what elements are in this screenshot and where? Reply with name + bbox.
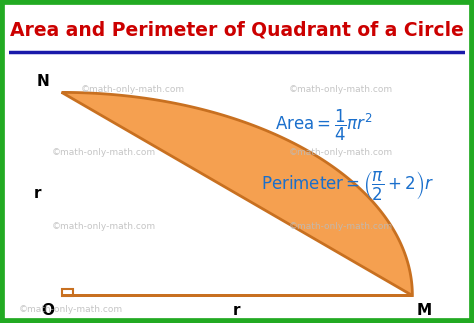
Text: ©math-only-math.com: ©math-only-math.com bbox=[289, 85, 393, 94]
Text: Area and Perimeter of Quadrant of a Circle: Area and Perimeter of Quadrant of a Circ… bbox=[10, 21, 464, 40]
Text: ©math-only-math.com: ©math-only-math.com bbox=[52, 223, 156, 231]
Text: ©math-only-math.com: ©math-only-math.com bbox=[81, 85, 185, 94]
Polygon shape bbox=[62, 92, 412, 296]
Text: r: r bbox=[34, 186, 42, 202]
Text: O: O bbox=[41, 303, 54, 318]
Text: ©math-only-math.com: ©math-only-math.com bbox=[289, 148, 393, 157]
Text: N: N bbox=[36, 74, 49, 89]
Text: $\mathrm{Perimeter} = \left(\dfrac{\pi}{2} + 2\right)r$: $\mathrm{Perimeter} = \left(\dfrac{\pi}{… bbox=[261, 169, 434, 202]
Text: r: r bbox=[233, 303, 241, 318]
Text: $\mathrm{Area} = \dfrac{1}{4}\pi r^2$: $\mathrm{Area} = \dfrac{1}{4}\pi r^2$ bbox=[275, 108, 373, 143]
Text: ©math-only-math.com: ©math-only-math.com bbox=[19, 305, 123, 314]
Text: M: M bbox=[417, 303, 432, 318]
Text: ©math-only-math.com: ©math-only-math.com bbox=[289, 223, 393, 231]
Text: ©math-only-math.com: ©math-only-math.com bbox=[52, 148, 156, 157]
